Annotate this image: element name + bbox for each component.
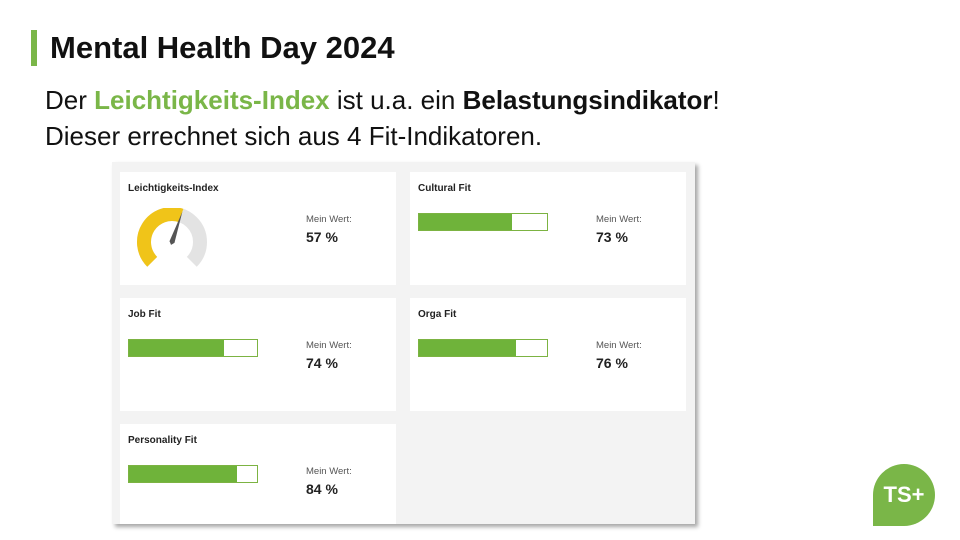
progress-bar-fill [129,466,237,482]
ts-plus-logo: TS+ [873,464,935,526]
value-text: 57 % [306,229,338,245]
gauge-needle [169,211,183,245]
card-title: Job Fit [128,309,161,320]
progress-bar [418,339,548,357]
subtitle-line2: Dieser errechnet sich aus 4 Fit-Indikato… [45,121,543,151]
subtitle: Der Leichtigkeits-Index ist u.a. ein Bel… [45,82,720,154]
value-text: 84 % [306,481,338,497]
bold-term: Belastungsindikator [462,85,713,115]
value-text: 73 % [596,229,628,245]
highlight-term: Leichtigkeits-Index [94,85,330,115]
subtitle-line1: Der Leichtigkeits-Index ist u.a. ein Bel… [45,85,720,115]
card-orga-fit: Orga Fit Mein Wert: 76 % [410,298,686,411]
progress-bar-fill [129,340,224,356]
card-job-fit: Job Fit Mein Wert: 74 % [120,298,396,411]
progress-bar [418,213,548,231]
card-title: Leichtigkeits-Index [128,183,219,194]
card-personality-fit: Personality Fit Mein Wert: 84 % [120,424,396,524]
value-label: Mein Wert: [306,214,352,225]
card-leichtigkeits-index: Leichtigkeits-Index Mein Wert: 57 % [120,172,396,285]
dashboard-screenshot: Leichtigkeits-Index Mein Wert: 57 % Cult… [112,162,695,524]
card-title: Orga Fit [418,309,457,320]
card-title: Cultural Fit [418,183,471,194]
value-text: 76 % [596,355,628,371]
gauge-fill [137,208,184,267]
value-label: Mein Wert: [596,214,642,225]
progress-bar-fill [419,340,517,356]
page-title: Mental Health Day 2024 [50,30,395,65]
progress-bar-fill [419,214,513,230]
value-label: Mein Wert: [306,466,352,477]
value-label: Mein Wert: [596,340,642,351]
progress-bar [128,339,258,357]
card-cultural-fit: Cultural Fit Mein Wert: 73 % [410,172,686,285]
gauge-chart [137,208,207,267]
title-accent-bar [31,30,37,66]
card-title: Personality Fit [128,435,197,446]
value-label: Mein Wert: [306,340,352,351]
logo-text: TS+ [884,482,925,507]
value-text: 74 % [306,355,338,371]
progress-bar [128,465,258,483]
